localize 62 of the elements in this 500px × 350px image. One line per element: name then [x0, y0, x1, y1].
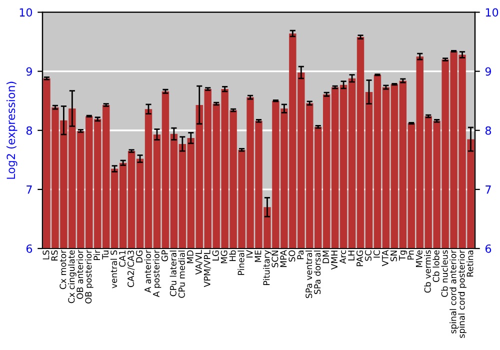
x-tick-label: LS: [42, 250, 50, 260]
x-tick-label: LH: [348, 250, 354, 260]
x-tick-label: CPu lateral: [170, 250, 176, 296]
x-tick-label: GP: [161, 250, 168, 262]
x-tick-label: Cb vermis: [424, 250, 431, 293]
y-axis-title: Log2 (expression): [6, 82, 18, 179]
x-tick-label: Tu: [102, 250, 109, 260]
x-tick-label: Pa: [297, 250, 304, 260]
x-tick-label: CPu medial: [178, 250, 185, 298]
x-tick-label: A posterior: [152, 250, 162, 298]
x-tick-label: IV: [246, 250, 253, 258]
x-tick-label: Cx motor: [60, 250, 66, 290]
x-tick-label: SN: [390, 250, 397, 262]
x-tick-label: DG: [136, 250, 143, 262]
x-tick-label: spinal cord posterior: [458, 250, 466, 338]
x-tick-label: Cb nucleus: [441, 250, 448, 297]
y2-tick-label: 6: [486, 244, 492, 253]
x-tick-label: DM: [322, 250, 329, 264]
x-tick-label: SO: [288, 250, 296, 262]
y2-tick-label: 10: [486, 8, 498, 17]
y-tick-label: 6: [26, 244, 32, 253]
y2-tick-label: 8: [485, 126, 492, 135]
x-tick-label: CA2/CA3: [128, 250, 135, 288]
x-tick-label: Pn: [407, 250, 414, 260]
x-tick-label: Cx cingulate: [68, 250, 76, 304]
y-tick-label: 7: [26, 186, 32, 194]
x-tick-label: SC: [364, 250, 372, 261]
x-tick-label: VMH: [331, 250, 338, 270]
x-tick-label: Cb lobe: [432, 250, 440, 282]
x-tick-label: Tg: [399, 250, 408, 261]
x-tick-label: MD: [187, 250, 194, 264]
y2-tick-label: 9: [485, 67, 492, 76]
x-tick-label: Retina: [466, 250, 474, 276]
x-tick-label: LG: [212, 250, 219, 261]
y-tick-label: 10: [20, 8, 32, 17]
x-tick-label: ventral S: [110, 250, 118, 288]
x-tick-label: Pir: [93, 250, 100, 260]
x-tick-label: CA1: [119, 250, 126, 267]
x-tick-label: Arc: [340, 250, 346, 264]
y-tick-label: 9: [26, 67, 32, 76]
x-tick-label: MVe: [416, 250, 422, 267]
x-tick-label: Pituitary: [263, 250, 272, 285]
x-tick-label: VTA: [382, 250, 388, 266]
x-tick-label: OB posterior: [84, 250, 94, 304]
x-tick-label: SPa ventral: [305, 250, 312, 298]
x-tick-label: IC: [373, 250, 380, 258]
x-tick-label: VA/VL: [195, 250, 203, 275]
x-tick-label: PAG: [356, 250, 364, 266]
x-tick-label: OB anterior: [76, 250, 84, 299]
x-tick-label: Pineal: [238, 250, 244, 275]
y-tick-label: 8: [26, 126, 32, 135]
x-tick-label: ME: [254, 250, 262, 262]
x-tick-label: VPM/VPL: [204, 250, 212, 288]
x-tick-label: A anterior: [144, 250, 152, 293]
x-tick-label: RS: [51, 250, 58, 260]
y2-tick-label: 7: [486, 186, 491, 194]
x-tick-label: MPA: [280, 250, 287, 268]
x-tick-label: spinal cord anterior: [450, 250, 458, 334]
x-tick-label: SPa dorsal: [314, 250, 321, 294]
x-tick-label: MG: [220, 250, 228, 264]
x-tick-label: Hb: [229, 250, 236, 261]
x-tick-label: SCN: [272, 250, 278, 268]
